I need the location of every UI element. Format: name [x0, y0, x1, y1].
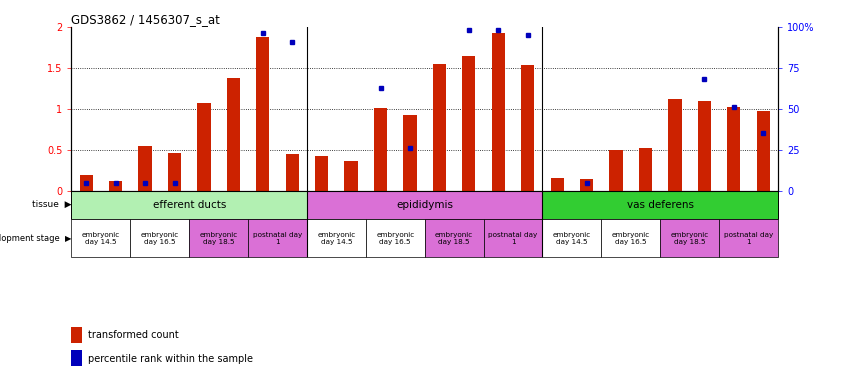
Bar: [307, 219, 366, 257]
Bar: [719, 219, 778, 257]
Text: embryonic
day 14.5: embryonic day 14.5: [82, 232, 120, 245]
Bar: [248, 219, 307, 257]
Text: transformed count: transformed count: [88, 331, 179, 341]
Bar: [542, 191, 778, 219]
Text: GDS3862 / 1456307_s_at: GDS3862 / 1456307_s_at: [71, 13, 220, 26]
Bar: [71, 327, 82, 343]
Bar: [109, 181, 122, 191]
Text: postnatal day
1: postnatal day 1: [489, 232, 537, 245]
Text: postnatal day
1: postnatal day 1: [253, 232, 302, 245]
Text: embryonic
day 18.5: embryonic day 18.5: [670, 232, 709, 245]
Bar: [521, 65, 534, 191]
Text: percentile rank within the sample: percentile rank within the sample: [88, 354, 253, 364]
Bar: [345, 161, 357, 191]
Bar: [80, 175, 93, 191]
Text: tissue  ▶: tissue ▶: [32, 200, 71, 209]
Bar: [227, 78, 240, 191]
Bar: [727, 107, 740, 191]
Text: embryonic
day 18.5: embryonic day 18.5: [199, 232, 238, 245]
Bar: [257, 37, 269, 191]
Bar: [425, 219, 484, 257]
Bar: [551, 178, 563, 191]
Bar: [198, 103, 210, 191]
Text: epididymis: epididymis: [396, 200, 453, 210]
Bar: [130, 219, 189, 257]
Text: embryonic
day 16.5: embryonic day 16.5: [611, 232, 650, 245]
Bar: [669, 99, 681, 191]
Bar: [374, 108, 387, 191]
Bar: [189, 219, 248, 257]
Bar: [71, 191, 307, 219]
Bar: [757, 111, 770, 191]
Text: efferent ducts: efferent ducts: [152, 200, 226, 210]
Bar: [315, 156, 328, 191]
Bar: [660, 219, 719, 257]
Bar: [71, 350, 82, 366]
Bar: [580, 179, 593, 191]
Bar: [168, 153, 181, 191]
Bar: [286, 154, 299, 191]
Bar: [463, 56, 475, 191]
Text: postnatal day
1: postnatal day 1: [724, 232, 773, 245]
Bar: [610, 150, 622, 191]
Bar: [492, 33, 505, 191]
Text: vas deferens: vas deferens: [627, 200, 694, 210]
Bar: [366, 219, 425, 257]
Bar: [698, 101, 711, 191]
Bar: [601, 219, 660, 257]
Text: embryonic
day 16.5: embryonic day 16.5: [376, 232, 415, 245]
Text: embryonic
day 14.5: embryonic day 14.5: [553, 232, 591, 245]
Bar: [484, 219, 542, 257]
Bar: [542, 219, 601, 257]
Text: embryonic
day 18.5: embryonic day 18.5: [435, 232, 473, 245]
Bar: [71, 219, 130, 257]
Bar: [139, 146, 151, 191]
Bar: [404, 114, 416, 191]
Text: embryonic
day 14.5: embryonic day 14.5: [317, 232, 356, 245]
Bar: [433, 64, 446, 191]
Bar: [639, 148, 652, 191]
Bar: [307, 191, 542, 219]
Text: development stage  ▶: development stage ▶: [0, 233, 71, 243]
Text: embryonic
day 16.5: embryonic day 16.5: [140, 232, 179, 245]
